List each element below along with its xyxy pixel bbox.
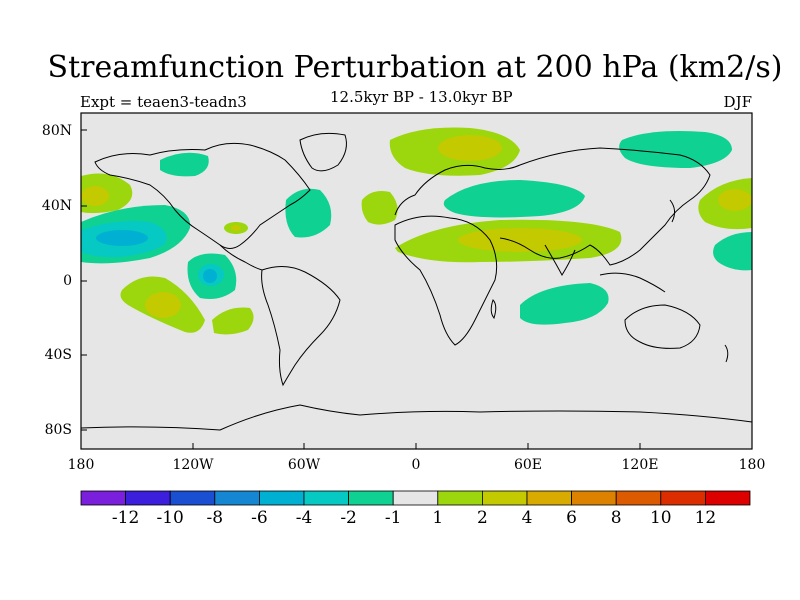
colorbar-box xyxy=(169,490,216,506)
region-spacific-east-pos xyxy=(212,307,254,335)
coast-madagascar xyxy=(490,299,497,320)
lon-label-60w: 60W xyxy=(287,457,321,473)
coast-africa xyxy=(394,215,498,346)
region-subtropics-core xyxy=(458,228,582,252)
colorbar-box xyxy=(481,490,528,506)
colorbar-box xyxy=(258,490,305,506)
coast-maritime xyxy=(599,272,666,293)
colorbar-box xyxy=(303,490,349,506)
region-canada-neg xyxy=(160,152,209,177)
map-title: Streamfunction Perturbation at 200 hPa (… xyxy=(47,50,783,85)
coast-antarctica xyxy=(80,404,753,431)
region-indian-ocean-neg xyxy=(520,283,609,325)
lon-label-120e: 120E xyxy=(621,457,659,473)
region-scandinavia-core xyxy=(438,135,502,161)
region-east-edge-core xyxy=(718,189,752,211)
coast-greenland xyxy=(299,132,347,172)
colorbar-label: -6 xyxy=(251,508,268,528)
region-caribbean-core xyxy=(231,225,241,231)
region-npacific-core xyxy=(96,230,148,246)
colorbar-label: -4 xyxy=(295,508,313,528)
experiment-label: Expt = teaen3-teadn3 xyxy=(80,93,247,111)
colorbar-box xyxy=(437,490,483,506)
region-east-atlantic-pos xyxy=(361,191,398,225)
colorbar-label: -8 xyxy=(206,508,224,528)
colorbar-label: 2 xyxy=(476,508,488,528)
colorbar-label: 10 xyxy=(649,508,672,528)
region-spacific-core xyxy=(145,292,181,318)
region-east-edge-neg xyxy=(713,232,752,271)
lat-label-0: 0 xyxy=(63,273,72,289)
colorbar-box xyxy=(660,490,706,506)
colorbar-label: -12 xyxy=(111,508,140,528)
colorbar xyxy=(80,490,751,506)
coast-india xyxy=(544,244,576,277)
colorbar-box xyxy=(615,490,662,506)
colorbar-label: 4 xyxy=(521,508,533,528)
region-siberia-neg xyxy=(619,131,732,168)
lat-label-80s: 80S xyxy=(44,422,72,438)
lon-label-120w: 120W xyxy=(172,457,214,473)
region-etpacific-core xyxy=(203,269,217,283)
region-west-edge-core xyxy=(81,186,109,206)
lon-label-0: 0 xyxy=(411,457,421,473)
colorbar-box xyxy=(214,490,260,506)
lon-label-180e: 180 xyxy=(738,457,766,473)
coast-australia xyxy=(624,304,701,349)
lon-label-180w: 180 xyxy=(67,457,95,473)
colorbar-label: 12 xyxy=(694,508,717,528)
colorbar-box xyxy=(392,490,439,506)
colorbar-label: -1 xyxy=(384,508,402,528)
coast-new-zealand xyxy=(724,344,729,363)
colorbar-label: 1 xyxy=(432,508,444,528)
coast-japan xyxy=(669,199,676,223)
axis-ticks xyxy=(80,129,753,449)
season-label: DJF xyxy=(723,93,752,111)
colorbar-box xyxy=(526,490,572,506)
coastlines xyxy=(80,132,753,431)
coast-south-america xyxy=(261,266,341,387)
coast-north-america xyxy=(94,142,311,249)
colorbar-box xyxy=(348,490,394,506)
colorbar-label: 6 xyxy=(566,508,578,528)
coast-central-america xyxy=(219,244,263,271)
colorbar-label: -10 xyxy=(156,508,184,528)
lon-label-60e: 60E xyxy=(513,457,543,473)
coast-asia xyxy=(499,147,711,266)
region-eurasia-neg xyxy=(443,180,585,218)
colorbar-box xyxy=(80,490,126,506)
lat-label-80n: 80N xyxy=(41,123,72,139)
colorbar-label: -2 xyxy=(340,508,357,528)
colorbar-box xyxy=(125,490,171,506)
lat-label-40n: 40N xyxy=(41,198,72,214)
colorbar-label: 8 xyxy=(610,508,622,528)
colorbar-box xyxy=(705,490,751,506)
colorbar-box xyxy=(571,490,617,506)
period-label: 12.5kyr BP - 13.0kyr BP xyxy=(330,88,513,106)
lat-label-40s: 40S xyxy=(44,347,72,363)
coast-europe xyxy=(394,164,521,216)
